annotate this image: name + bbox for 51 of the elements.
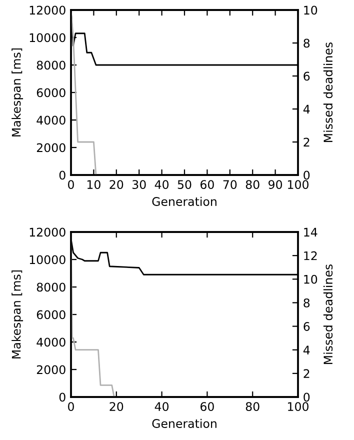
x-tick-label: 0: [68, 180, 74, 189]
y-tick-label: 6000: [36, 310, 66, 320]
y2-tick-label: 10: [304, 274, 318, 284]
x-tick-label: 20: [110, 402, 124, 411]
y-tick-label: 10000: [30, 33, 66, 42]
x-tick-label: 10: [87, 180, 100, 189]
y-tick-label: 2000: [36, 365, 66, 374]
x-tick-label: 20: [110, 180, 124, 189]
x-axis-title: Generation: [152, 418, 216, 428]
y2-tick-label: 8: [304, 298, 310, 308]
y2-tick-label: 8: [304, 38, 310, 48]
y2-tick-label: 6: [304, 322, 310, 331]
y2-tick-label: 6: [304, 72, 310, 81]
x-tick-label: 100: [288, 402, 308, 411]
x-tick-label: 40: [154, 402, 169, 411]
x-tick-label: 80: [246, 180, 260, 189]
y2-tick-label: 12: [304, 251, 317, 260]
y-tick-label: 6000: [36, 88, 66, 98]
y2-tick-label: 2: [304, 138, 310, 146]
y2-tick-label: 2: [304, 369, 310, 378]
x-axis-title: Generation: [152, 196, 216, 206]
y-tick-label: 12000: [30, 6, 66, 15]
y-tick-label: 4000: [36, 116, 66, 125]
x-tick-label: 100: [288, 180, 308, 189]
y-tick-label: 8000: [36, 282, 66, 292]
y2-tick-label: 0: [304, 392, 310, 402]
y2-tick-label: 0: [304, 170, 310, 180]
y2-axis-title: Missed deadlines: [323, 264, 333, 364]
y-tick-label: 10000: [30, 255, 66, 264]
y-axis-title: Makespan [ms]: [12, 48, 24, 136]
y-axis-title: Makespan [ms]: [12, 270, 24, 358]
x-tick-label: 0: [68, 402, 74, 411]
y-tick-label: 12000: [30, 228, 66, 237]
x-tick-label: 30: [132, 180, 146, 189]
y-tick-label: 8000: [36, 60, 66, 70]
y-tick-label: 2000: [36, 143, 66, 152]
y2-tick-label: 4: [303, 346, 310, 354]
y2-tick-label: 14: [304, 228, 318, 236]
y-tick-label: 4000: [36, 338, 66, 347]
y2-tick-label: 10: [304, 6, 318, 15]
x-tick-label: 70: [223, 180, 237, 189]
x-tick-label: 40: [154, 180, 169, 189]
y-tick-label: 0: [59, 392, 66, 402]
x-tick-label: 50: [178, 180, 192, 189]
y-tick-label: 0: [59, 170, 66, 180]
x-tick-label: 60: [200, 180, 214, 189]
x-tick-label: 80: [246, 402, 260, 411]
y2-axis-title: Missed deadlines: [323, 42, 333, 142]
x-tick-label: 90: [268, 180, 282, 189]
y2-tick-label: 4: [303, 104, 310, 114]
x-tick-label: 60: [200, 402, 214, 411]
